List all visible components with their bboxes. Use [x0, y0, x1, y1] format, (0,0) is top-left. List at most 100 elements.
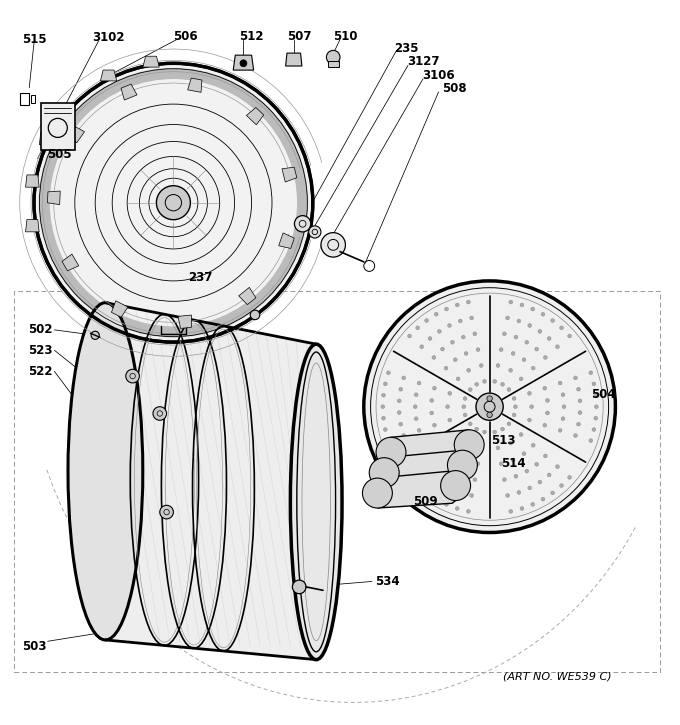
Circle shape [531, 366, 535, 370]
Circle shape [430, 399, 434, 402]
Circle shape [522, 358, 526, 362]
Circle shape [506, 316, 509, 320]
Circle shape [528, 392, 531, 395]
Circle shape [476, 462, 480, 465]
Circle shape [500, 382, 505, 386]
Polygon shape [384, 450, 462, 488]
Circle shape [456, 303, 459, 307]
Circle shape [435, 312, 438, 316]
Circle shape [534, 347, 539, 351]
Circle shape [445, 307, 448, 311]
Circle shape [402, 376, 406, 380]
Circle shape [560, 484, 564, 487]
Circle shape [432, 386, 437, 390]
Polygon shape [178, 315, 192, 328]
Text: 512: 512 [239, 30, 264, 43]
Polygon shape [48, 191, 61, 204]
Text: 534: 534 [375, 575, 400, 588]
Text: 513: 513 [491, 434, 515, 447]
Circle shape [250, 310, 260, 320]
Circle shape [520, 303, 524, 307]
Circle shape [417, 381, 421, 385]
Text: 515: 515 [22, 33, 46, 46]
Circle shape [126, 369, 139, 383]
Circle shape [513, 405, 517, 409]
Polygon shape [377, 471, 456, 508]
Circle shape [512, 413, 516, 417]
Circle shape [525, 340, 528, 344]
Circle shape [594, 393, 598, 397]
Circle shape [507, 388, 511, 392]
Circle shape [156, 186, 190, 220]
Polygon shape [67, 125, 84, 143]
Circle shape [592, 428, 596, 431]
Circle shape [573, 376, 577, 380]
Text: 506: 506 [173, 30, 198, 43]
Circle shape [558, 381, 562, 385]
Circle shape [428, 336, 432, 340]
Circle shape [466, 300, 471, 304]
Circle shape [450, 469, 454, 473]
Circle shape [514, 474, 518, 479]
Circle shape [577, 422, 580, 426]
Circle shape [454, 358, 457, 362]
Circle shape [551, 491, 554, 494]
Text: 514: 514 [501, 457, 526, 470]
Circle shape [447, 486, 452, 490]
Circle shape [432, 423, 437, 427]
Polygon shape [55, 107, 71, 117]
Circle shape [425, 491, 428, 494]
Polygon shape [112, 301, 128, 318]
Bar [14, 291, 660, 672]
Text: 507: 507 [287, 30, 311, 43]
Circle shape [589, 371, 593, 375]
Circle shape [531, 307, 534, 311]
Circle shape [463, 413, 467, 417]
Circle shape [503, 478, 507, 481]
Circle shape [506, 494, 509, 497]
Circle shape [321, 233, 345, 257]
Circle shape [466, 510, 471, 513]
Circle shape [447, 323, 452, 328]
Circle shape [545, 411, 549, 415]
Circle shape [309, 225, 321, 238]
Circle shape [240, 60, 247, 67]
Circle shape [541, 497, 545, 501]
Circle shape [528, 418, 531, 422]
Circle shape [561, 393, 565, 397]
Circle shape [456, 507, 459, 510]
Circle shape [499, 462, 503, 465]
Circle shape [568, 476, 571, 479]
Circle shape [543, 423, 547, 427]
Circle shape [420, 465, 424, 468]
Circle shape [456, 377, 460, 381]
Circle shape [509, 300, 513, 304]
Circle shape [441, 347, 445, 351]
Circle shape [556, 465, 560, 468]
Circle shape [414, 417, 418, 420]
Circle shape [560, 326, 564, 330]
Circle shape [408, 476, 411, 479]
Circle shape [448, 418, 452, 422]
Circle shape [496, 364, 500, 368]
Circle shape [430, 411, 434, 415]
Text: 523: 523 [29, 344, 53, 357]
Circle shape [511, 352, 515, 355]
Circle shape [551, 318, 554, 323]
Circle shape [545, 399, 549, 402]
Polygon shape [282, 167, 296, 182]
Polygon shape [121, 84, 137, 100]
Bar [20, 94, 29, 105]
Circle shape [413, 405, 417, 409]
Circle shape [493, 379, 496, 384]
Circle shape [500, 427, 505, 431]
Circle shape [592, 382, 596, 386]
Text: 3106: 3106 [422, 69, 455, 82]
Circle shape [589, 439, 593, 442]
Text: 503: 503 [22, 640, 46, 653]
Text: 237: 237 [188, 271, 213, 284]
Circle shape [473, 332, 477, 336]
Circle shape [522, 452, 526, 455]
Circle shape [160, 505, 173, 519]
Polygon shape [143, 57, 159, 67]
